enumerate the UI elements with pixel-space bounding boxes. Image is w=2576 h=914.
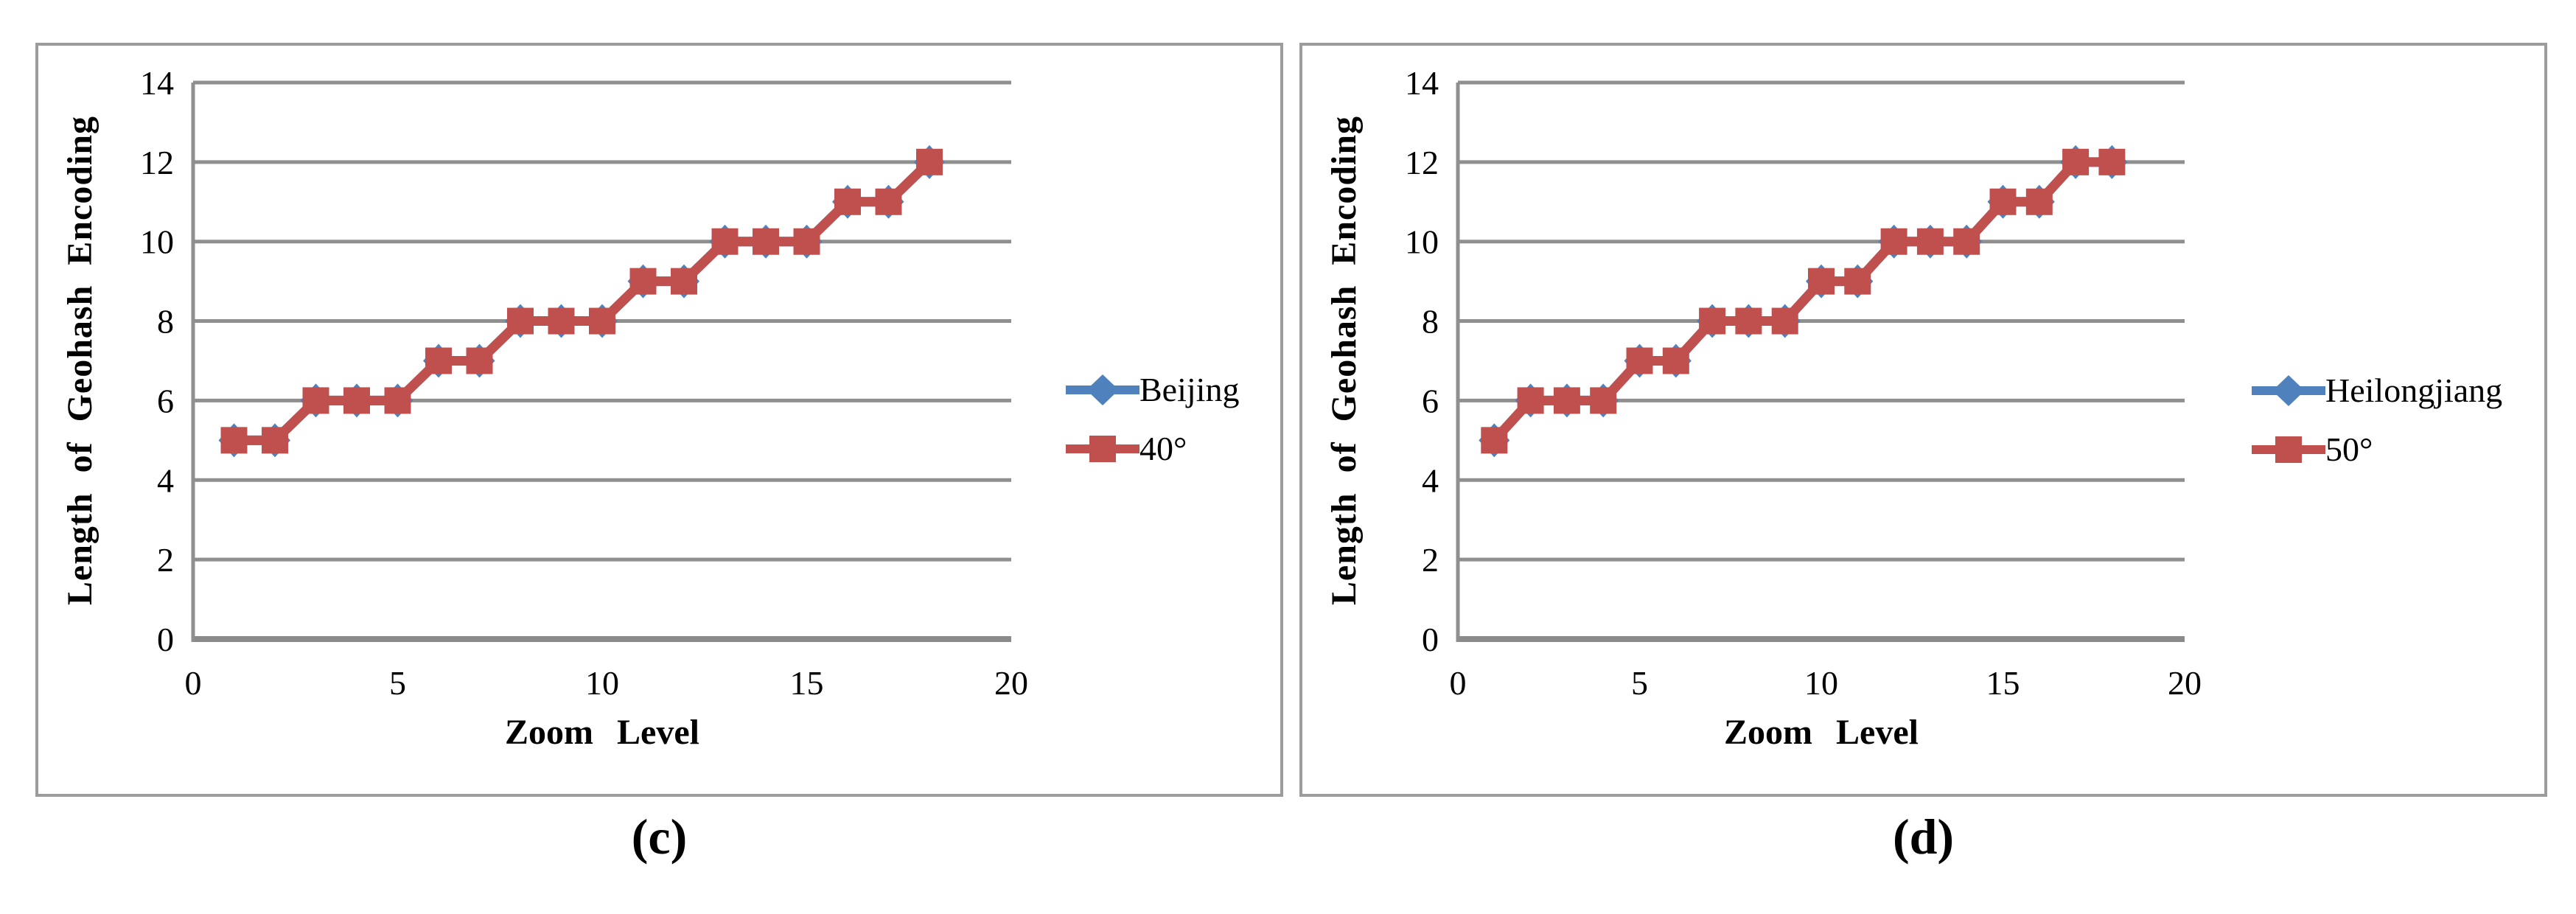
data-point (1481, 427, 1508, 454)
y-tick-label: 2 (157, 541, 174, 579)
x-tick-label: 10 (585, 664, 619, 702)
data-point (1699, 307, 1726, 335)
y-tick-label: 8 (1422, 303, 1439, 341)
data-point (2062, 148, 2090, 175)
legend-key-line-diamond-icon (1066, 374, 1139, 405)
data-point (589, 307, 615, 335)
y-tick-label: 14 (140, 64, 174, 102)
data-point (1590, 387, 1617, 414)
legend-key-line-square-icon (1066, 436, 1139, 462)
y-tick-label: 4 (1422, 461, 1439, 499)
chart-panel-c: 0 2 4 6 8 10 12 14 0 5 10 15 20 Length of Geohash En… (35, 43, 1283, 797)
data-point (1880, 228, 1907, 255)
data-point (302, 387, 329, 414)
chart-d: 0 2 4 6 8 10 12 14 0 5 10 15 20 (1405, 64, 2202, 702)
y-tick-label: 10 (1405, 223, 1439, 261)
data-point (1989, 188, 2017, 215)
data-point (629, 268, 657, 295)
legend-label: Beijing (1139, 371, 1240, 408)
data-point (916, 148, 943, 175)
data-point (466, 347, 493, 374)
y-axis-title: Length of Geohash Encoding (60, 115, 100, 606)
y-tick-label: 12 (1405, 144, 1439, 181)
x-tick-label: 20 (2168, 664, 2202, 702)
y-tick-label: 10 (140, 223, 174, 261)
y-tick-label: 6 (1422, 382, 1439, 419)
data-point (1808, 268, 1835, 295)
legend-entry-40deg: 40° (1066, 432, 1239, 466)
x-tick-label: 0 (1450, 664, 1467, 702)
y-tick-label: 6 (157, 382, 174, 419)
x-tick-label: 5 (389, 664, 406, 702)
legend-entry-heilongjiang: Heilongjiang (2252, 374, 2502, 408)
chart-c: 0 2 4 6 8 10 12 14 0 5 10 15 20 (140, 64, 1028, 702)
x-tick-label: 20 (994, 664, 1028, 702)
data-point (1916, 228, 1944, 255)
data-point (1844, 268, 1871, 295)
y-tick-label: 12 (140, 144, 174, 181)
data-point (1626, 347, 1653, 374)
data-point (1662, 347, 1689, 374)
data-point (711, 228, 739, 255)
data-point (384, 387, 411, 414)
data-point (2098, 148, 2126, 175)
y-tick-label: 2 (1422, 541, 1439, 579)
x-tick-label: 5 (1631, 664, 1648, 702)
data-point (262, 427, 288, 454)
data-point (875, 188, 902, 215)
series-line-40° (234, 158, 933, 445)
x-tick-label: 10 (1804, 664, 1838, 702)
data-point (1771, 307, 1798, 335)
data-point (425, 347, 452, 374)
y-tick-label: 8 (157, 303, 174, 341)
data-point (834, 188, 861, 215)
y-tick-label: 4 (157, 461, 174, 499)
caption-c: (c) (631, 809, 688, 865)
data-point (507, 307, 534, 335)
y-tick-label: 0 (157, 621, 174, 658)
y-tick-label: 0 (1422, 621, 1439, 658)
legend: Heilongjiang 50° (2252, 374, 2502, 467)
data-point (671, 268, 697, 295)
legend-label: Heilongjiang (2325, 371, 2503, 409)
data-point (1517, 387, 1544, 414)
x-tick-label: 15 (1986, 664, 2020, 702)
legend-key-line-square-icon (2252, 436, 2325, 463)
x-axis-title: Zoom Level (505, 713, 699, 752)
data-point (548, 307, 575, 335)
series-line-50° (1490, 157, 2112, 444)
data-point (1953, 228, 1980, 255)
data-point (753, 228, 779, 255)
x-axis-title: Zoom Level (1724, 713, 1919, 752)
legend-key-line-diamond-icon (2252, 375, 2325, 406)
data-point (793, 228, 820, 255)
caption-d: (d) (1892, 809, 1955, 865)
data-point (343, 387, 370, 414)
data-point (220, 427, 248, 454)
data-point (2025, 188, 2053, 215)
chart-panel-d: 0 2 4 6 8 10 12 14 0 5 10 15 20 Length of Geohash En… (1299, 43, 2547, 797)
y-tick-label: 14 (1405, 64, 1439, 102)
data-point (1553, 387, 1580, 414)
x-tick-label: 15 (790, 664, 824, 702)
y-axis-title: Length of Geohash Encoding (1324, 115, 1364, 606)
legend-label: 40° (1139, 430, 1187, 467)
legend-entry-50deg: 50° (2252, 433, 2502, 467)
x-tick-label: 0 (185, 664, 202, 702)
legend-label: 50° (2325, 430, 2373, 468)
data-point (1735, 307, 1762, 335)
legend: Beijing 40° (1066, 373, 1239, 466)
legend-entry-beijing: Beijing (1066, 373, 1239, 407)
